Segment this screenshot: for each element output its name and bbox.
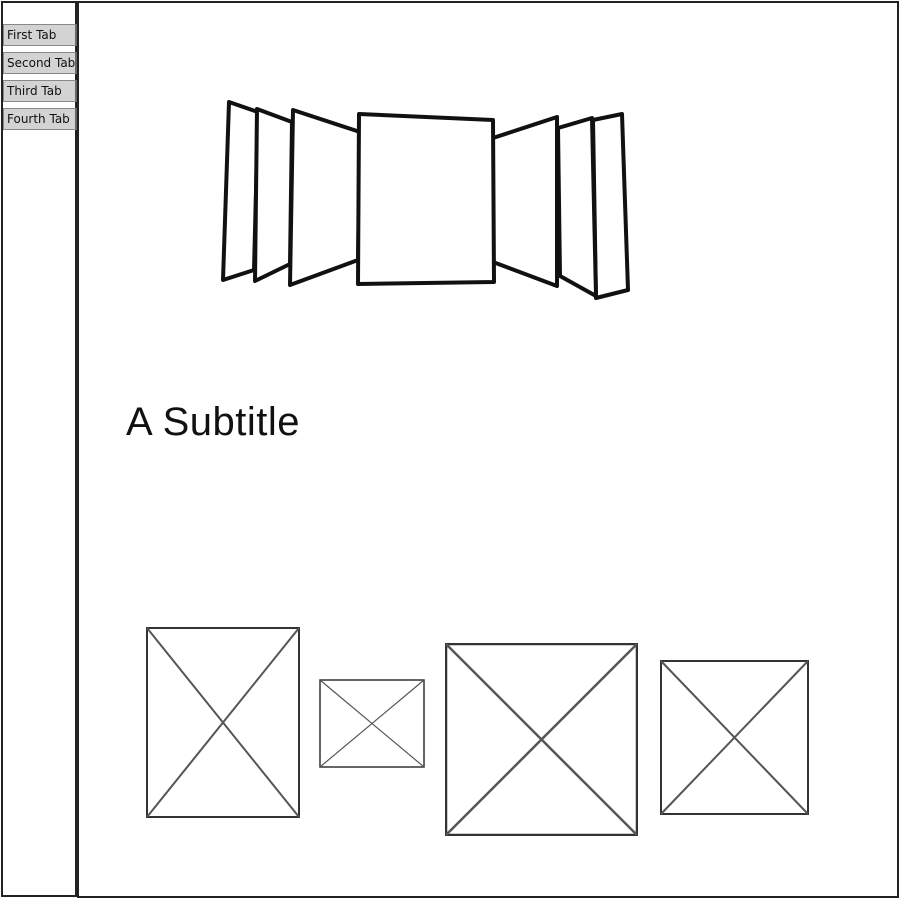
coverflow-carousel-icon[interactable] bbox=[220, 100, 630, 300]
page-subtitle: A Subtitle bbox=[126, 400, 301, 444]
tab-third[interactable]: Third Tab bbox=[3, 80, 77, 102]
tab-fourth[interactable]: Fourth Tab bbox=[3, 108, 77, 130]
tab-second[interactable]: Second Tab bbox=[3, 52, 77, 74]
tab-first[interactable]: First Tab bbox=[3, 24, 77, 46]
tab-sidebar: First Tab Second Tab Third Tab Fourth Ta… bbox=[1, 1, 77, 897]
image-placeholder-icon bbox=[319, 679, 425, 768]
image-placeholder-icon bbox=[660, 660, 809, 815]
image-placeholder-icon bbox=[445, 643, 638, 836]
image-placeholder-icon bbox=[146, 627, 300, 818]
